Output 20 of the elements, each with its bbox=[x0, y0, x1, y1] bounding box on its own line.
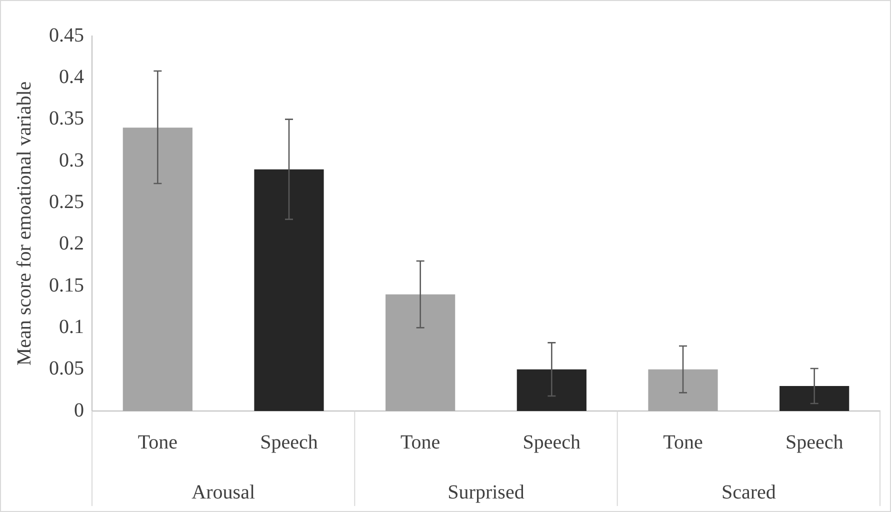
y-tick-label: 0.2 bbox=[59, 232, 84, 255]
y-tick-label: 0.3 bbox=[59, 149, 84, 172]
y-axis-title: Mean score for emoational variable bbox=[13, 81, 36, 366]
series-label: Speech bbox=[260, 431, 318, 454]
y-tick-label: 0.45 bbox=[49, 24, 84, 46]
text: Speech bbox=[785, 431, 844, 454]
y-tick-label: 0.15 bbox=[49, 274, 84, 296]
y-tick-label: 0 bbox=[74, 399, 84, 422]
x-tick-label: Scared bbox=[721, 481, 776, 504]
text: Tone bbox=[663, 431, 703, 454]
y-tick-label: 0.35 bbox=[49, 108, 84, 130]
y-tick-label: 0.25 bbox=[49, 190, 84, 213]
text: Speech bbox=[522, 431, 581, 454]
y-tick-label: 0.4 bbox=[59, 66, 84, 88]
text: Tone bbox=[400, 431, 440, 454]
x-tick-label: Arousal bbox=[192, 481, 256, 504]
y-tick-label: 0.1 bbox=[59, 316, 84, 338]
series-label: Tone bbox=[138, 431, 178, 454]
y-tick-label: 0.05 bbox=[49, 358, 84, 380]
x-tick-label: Surprised bbox=[448, 481, 524, 504]
